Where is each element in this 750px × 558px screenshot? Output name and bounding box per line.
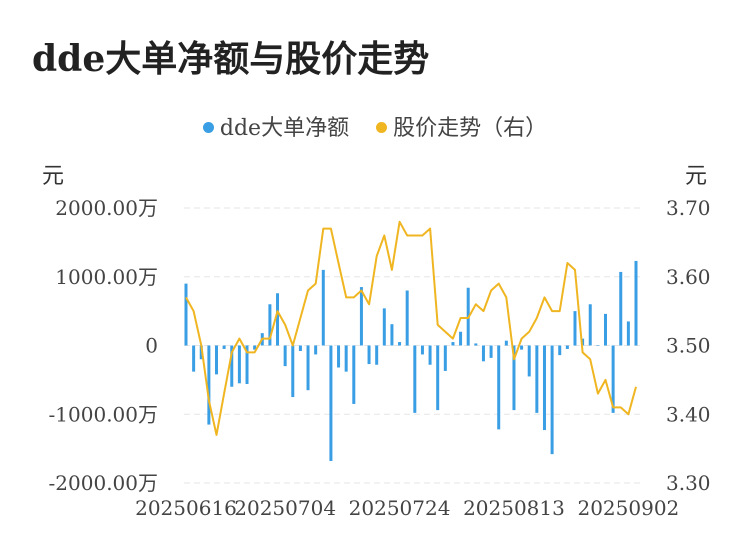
bar xyxy=(634,260,638,346)
bar xyxy=(375,345,379,365)
y-right-tick-label: 3.40 xyxy=(666,402,711,426)
bar xyxy=(207,345,211,425)
x-tick-label: 20250724 xyxy=(349,496,451,520)
y-left-tick-label: 0 xyxy=(145,334,158,358)
bar xyxy=(428,345,432,365)
bar xyxy=(268,304,272,346)
bar xyxy=(390,324,394,346)
bar xyxy=(626,321,630,346)
x-tick-label: 20250704 xyxy=(234,496,336,520)
legend-swatch-line xyxy=(376,121,388,133)
left-axis-unit: 元 xyxy=(42,164,65,189)
bar xyxy=(535,345,539,413)
bar xyxy=(329,345,333,461)
bar xyxy=(413,345,417,413)
bar xyxy=(520,345,524,350)
legend-label-line: 股价走势（右） xyxy=(393,116,548,141)
bar xyxy=(367,345,371,365)
bar xyxy=(314,345,318,355)
y-right-tick-label: 3.50 xyxy=(666,334,711,358)
bar xyxy=(237,345,241,384)
price-line xyxy=(185,220,637,436)
bar xyxy=(481,345,485,362)
bar xyxy=(611,345,615,413)
bar xyxy=(321,269,325,346)
bar xyxy=(344,345,348,372)
bar xyxy=(283,345,287,367)
bar xyxy=(276,293,280,346)
bar xyxy=(573,311,577,346)
bar xyxy=(215,345,219,375)
bar xyxy=(512,345,516,411)
bar xyxy=(619,271,623,346)
legend-item-line[interactable]: 股价走势（右） xyxy=(376,110,547,142)
bar xyxy=(230,345,234,387)
y-left-tick-label: -1000.00万 xyxy=(49,402,158,426)
bar xyxy=(352,345,356,404)
y-right-tick-label: 3.30 xyxy=(666,471,711,495)
bar xyxy=(306,345,310,391)
x-tick-label: 20250902 xyxy=(577,496,679,520)
legend-item-bars[interactable]: dde大单净额 xyxy=(202,110,350,142)
x-tick-label: 20250813 xyxy=(463,496,565,520)
legend-swatch-bars xyxy=(202,121,214,133)
legend-label-bars: dde大单净额 xyxy=(219,116,350,141)
bar xyxy=(497,345,501,430)
bar xyxy=(542,345,546,431)
bar xyxy=(245,345,249,384)
right-axis-unit: 元 xyxy=(685,164,708,189)
bar xyxy=(222,345,226,349)
bar xyxy=(253,345,257,350)
bar xyxy=(459,331,463,346)
y-right-tick-label: 3.70 xyxy=(666,196,711,220)
bar xyxy=(603,313,607,346)
bar xyxy=(436,345,440,411)
bar xyxy=(451,342,455,346)
bar xyxy=(474,343,478,346)
chart-title: dde大单净额与股价走势 xyxy=(32,38,430,80)
x-tick-label: 20250616 xyxy=(135,496,237,520)
y-left-tick-label: -2000.00万 xyxy=(49,471,158,495)
bar xyxy=(504,340,508,346)
bar xyxy=(359,287,363,346)
y-left-tick-label: 1000.00万 xyxy=(55,265,158,289)
bar xyxy=(398,342,402,346)
bar xyxy=(596,345,600,346)
bar xyxy=(298,345,302,351)
bar xyxy=(291,345,295,398)
bar xyxy=(565,345,569,349)
y-right-tick-label: 3.60 xyxy=(666,265,711,289)
chart-legend: dde大单净额 股价走势（右） xyxy=(0,110,750,142)
bar xyxy=(184,283,188,346)
bar xyxy=(550,345,554,455)
y-left-tick-label: 2000.00万 xyxy=(55,196,158,220)
bar xyxy=(382,308,386,346)
bar xyxy=(420,345,424,355)
bar xyxy=(489,345,493,358)
bar xyxy=(527,345,531,377)
bar xyxy=(405,290,409,346)
bar xyxy=(443,345,447,371)
bar xyxy=(337,345,341,368)
bar xyxy=(558,345,562,356)
bar xyxy=(588,304,592,346)
bar xyxy=(192,345,196,372)
